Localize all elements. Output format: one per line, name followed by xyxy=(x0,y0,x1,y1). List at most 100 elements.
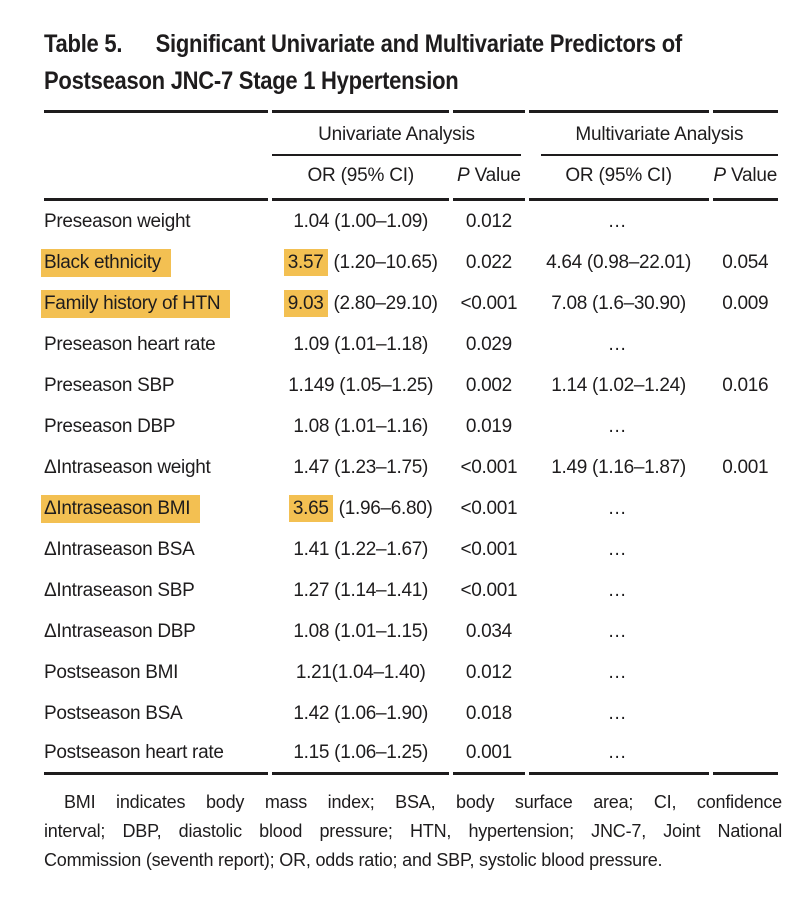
row-label: Preseason heart rate xyxy=(44,333,216,355)
paper-table-page: Table 5. Significant Univariate and Multi… xyxy=(40,30,782,875)
multivariate-p-cell: 0.009 xyxy=(722,292,769,314)
or-value: 1.149 (1.05–1.25) xyxy=(288,374,434,396)
predictor-cell: ΔIntraseason BSA xyxy=(44,529,268,570)
or-value: (1.20–10.65) xyxy=(328,251,438,273)
univariate-or-cell: 1.149 (1.05–1.25) xyxy=(272,365,449,406)
or-value: 1.08 (1.01–1.16) xyxy=(293,415,429,437)
univariate-p-cell: 0.022 xyxy=(465,251,512,273)
p-label-italic: P xyxy=(713,165,726,186)
multivariate-p-cell: 0.001 xyxy=(722,456,769,478)
table-row: Preseason DBP 1.08 (1.01–1.16) 0.019… xyxy=(44,406,778,447)
predictor-cell: Postseason BMI xyxy=(44,652,268,693)
multivariate-or-cell: 4.64 (0.98–22.01) xyxy=(546,251,692,273)
footnote-line: Commission (seventh report); OR, odds ra… xyxy=(44,850,663,870)
predictor-cell: Postseason heart rate xyxy=(44,734,269,775)
p-label-rest: Value xyxy=(469,165,521,186)
or-value: 1.08 (1.01–1.15) xyxy=(293,620,429,642)
univariate-or-cell: 1.21(1.04–1.40) xyxy=(272,652,449,693)
predictor-cell: ΔIntraseason BMI xyxy=(41,488,268,529)
group-header-univariate-label: Univariate Analysis xyxy=(272,124,521,156)
multivariate-or-cell: … xyxy=(607,620,630,642)
univariate-p-cell: <0.001 xyxy=(460,292,518,314)
or-value: (2.80–29.10) xyxy=(328,292,438,314)
or-value: 1.04 (1.00–1.09) xyxy=(293,210,429,232)
table-body: Preseason weight 1.04 (1.00–1.09) 0.012 … Bl… xyxy=(41,201,778,775)
multivariate-p-cell xyxy=(713,652,778,693)
multivariate-p-cell xyxy=(713,693,778,734)
or-value: 1.42 (1.06–1.90) xyxy=(293,702,429,724)
multivariate-or-cell: … xyxy=(607,661,630,683)
or-value: 1.47 (1.23–1.75) xyxy=(293,456,429,478)
univariate-or-cell: 1.08 (1.01–1.16) xyxy=(272,406,449,447)
highlighted-or-value: 3.57 xyxy=(283,248,328,276)
multivariate-or-cell: … xyxy=(607,538,630,560)
multivariate-or-cell: … xyxy=(607,210,630,232)
or-value: 1.15 (1.06–1.25) xyxy=(293,742,429,763)
table-row: Black ethnicity 3.57 (1.20–10.65) 0.022 4.6… xyxy=(41,242,778,283)
or-ci-label: OR (95% CI) xyxy=(565,165,672,186)
subheader-multivariate-or: OR (95% CI) xyxy=(528,156,709,201)
row-label: Preseason SBP xyxy=(44,374,175,396)
rule-segment xyxy=(44,110,269,113)
sub-header-row: OR (95% CI) P Value OR (95% CI) P Value xyxy=(44,156,778,201)
univariate-or-cell: 1.42 (1.06–1.90) xyxy=(272,693,449,734)
univariate-or-cell: 1.04 (1.00–1.09) xyxy=(272,201,449,242)
table-row: ΔIntraseason SBP 1.27 (1.14–1.41) <0.001… xyxy=(44,570,778,611)
highlighted-or-value: 3.65 xyxy=(288,494,333,522)
multivariate-or-cell: … xyxy=(607,702,630,724)
or-value: 1.27 (1.14–1.41) xyxy=(293,579,429,601)
p-label-italic: P xyxy=(457,165,470,186)
univariate-or-cell: 1.15 (1.06–1.25) xyxy=(272,734,450,775)
univariate-or-cell: 1.47 (1.23–1.75) xyxy=(272,447,449,488)
table-row: Postseason BSA 1.42 (1.06–1.90) 0.018… xyxy=(44,693,778,734)
footnote-line: interval; DBP, diastolic blood pressure;… xyxy=(44,821,782,841)
or-value: 1.21(1.04–1.40) xyxy=(295,661,426,683)
predictor-cell: ΔIntraseason DBP xyxy=(44,611,268,652)
univariate-p-cell: <0.001 xyxy=(460,538,518,560)
table-row: Preseason heart rate 1.09 (1.01–1.18) 0.02… xyxy=(44,324,778,365)
row-label: ΔIntraseason weight xyxy=(44,456,211,478)
table-row: Postseason heart rate 1.15 (1.06–1.25) 0.0… xyxy=(44,734,778,775)
univariate-or-cell: 3.65 (1.96–6.80) xyxy=(272,488,449,529)
table-row: ΔIntraseason BMI 3.65 (1.96–6.80) <0.001… xyxy=(41,488,778,529)
univariate-or-cell: 1.41 (1.22–1.67) xyxy=(272,529,449,570)
predictor-cell: Black ethnicity xyxy=(41,242,268,283)
univariate-p-cell: <0.001 xyxy=(460,456,518,478)
predictors-table: Univariate Analysis Multivariate Analysi… xyxy=(40,110,782,775)
univariate-p-cell: 0.012 xyxy=(465,210,512,232)
top-rule xyxy=(44,110,778,113)
row-label: Black ethnicity xyxy=(41,248,171,277)
multivariate-or-cell: 1.14 (1.02–1.24) xyxy=(551,374,686,396)
predictor-cell: Preseason weight xyxy=(44,201,268,242)
corner-empty-cell xyxy=(44,113,268,156)
table-row: Postseason BMI 1.21(1.04–1.40) 0.012 … xyxy=(44,652,778,693)
multivariate-p-cell xyxy=(712,734,778,775)
footnote: BMI indicates body mass index; BSA, body… xyxy=(44,788,782,875)
rule-segment xyxy=(712,110,778,113)
subheader-univariate-p: P Value xyxy=(453,156,525,201)
univariate-p-cell: 0.002 xyxy=(465,374,512,396)
group-header-univariate: Univariate Analysis xyxy=(272,113,524,156)
multivariate-p-cell xyxy=(713,201,778,242)
title-table-number: Table 5. xyxy=(44,30,123,58)
or-value: (1.96–6.80) xyxy=(333,497,433,519)
univariate-p-cell: 0.012 xyxy=(465,661,512,683)
highlighted-or-value: 9.03 xyxy=(283,289,328,317)
table-row: Family history of HTN 9.03 (2.80–29.10) <0… xyxy=(41,283,778,324)
row-label: Postseason BMI xyxy=(44,661,179,683)
multivariate-or-cell: … xyxy=(607,415,630,437)
univariate-or-cell: 1.08 (1.01–1.15) xyxy=(272,611,449,652)
table-row: ΔIntraseason BSA 1.41 (1.22–1.67) <0.001 … xyxy=(44,529,778,570)
univariate-p-cell: <0.001 xyxy=(460,579,518,601)
row-label: Postseason heart rate xyxy=(44,742,224,763)
or-value: 1.09 (1.01–1.18) xyxy=(293,333,429,355)
predictor-cell: Preseason DBP xyxy=(44,406,268,447)
table-row: Preseason SBP 1.149 (1.05–1.25) 0.002 1.14 … xyxy=(44,365,778,406)
title-text-line2: Postseason JNC-7 Stage 1 Hypertension xyxy=(44,67,459,95)
multivariate-p-cell xyxy=(713,611,778,652)
group-header-multivariate: Multivariate Analysis xyxy=(529,113,778,156)
footnote-line: BMI indicates body mass index; BSA, body… xyxy=(64,792,782,812)
row-label: Postseason BSA xyxy=(44,702,183,724)
rule-segment xyxy=(528,110,709,113)
multivariate-p-cell xyxy=(713,488,778,529)
